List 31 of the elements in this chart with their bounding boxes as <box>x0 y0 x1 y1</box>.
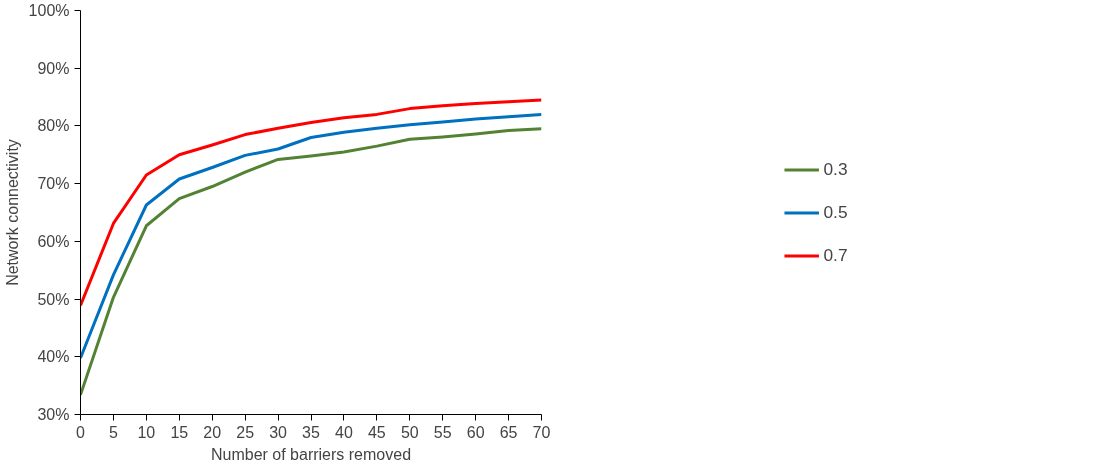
x-tick-label: 15 <box>170 423 189 441</box>
y-tick-label: 50% <box>37 290 70 308</box>
y-tick-label: 40% <box>37 348 70 366</box>
x-tick-label: 45 <box>367 423 386 441</box>
line-series <box>80 98 542 307</box>
y-tick-label: 70% <box>37 175 70 193</box>
x-tick-label: 30 <box>269 423 288 441</box>
x-tick-label: 5 <box>108 423 118 441</box>
y-axis-title: Network connectivity <box>3 139 21 286</box>
y-tick-label: 100% <box>28 2 70 19</box>
y-tick-label: 30% <box>37 406 70 423</box>
line-series <box>80 127 542 397</box>
x-tick-label: 60 <box>466 423 485 441</box>
y-tick-label: 80% <box>37 117 70 135</box>
line-series <box>80 112 542 360</box>
x-axis-title: Number of barriers removed <box>210 445 412 463</box>
x-tick-label: 0 <box>76 423 86 441</box>
x-tick-label: 35 <box>302 423 320 441</box>
x-tick-label: 25 <box>236 423 255 441</box>
legend-label: 0.5 <box>823 201 848 223</box>
y-tick-label: 90% <box>37 59 70 77</box>
x-tick-label: 65 <box>499 423 518 441</box>
x-tick-label: 40 <box>335 423 353 441</box>
x-tick-label: 50 <box>400 423 419 441</box>
legend-label: 0.7 <box>823 244 848 266</box>
y-tick-label: 60% <box>37 232 70 250</box>
x-tick-label: 70 <box>532 423 551 441</box>
x-tick-label: 55 <box>433 423 452 441</box>
x-tick-label: 10 <box>137 423 156 441</box>
legend-label: 0.3 <box>823 158 848 180</box>
x-tick-label: 20 <box>203 423 222 441</box>
